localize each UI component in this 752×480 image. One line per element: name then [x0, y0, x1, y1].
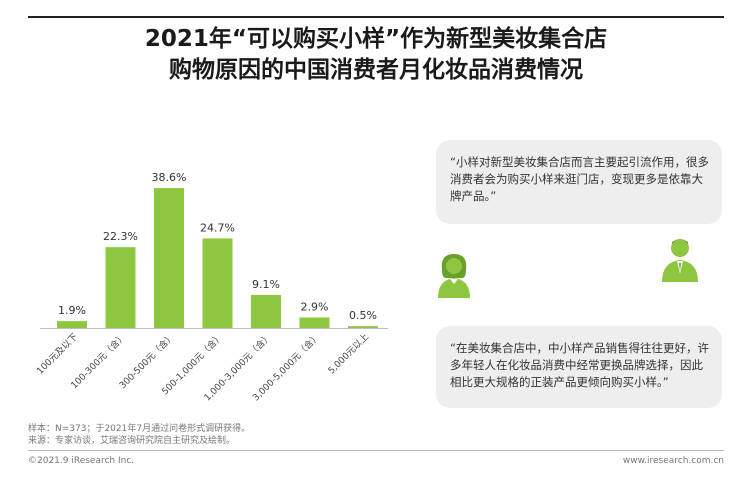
bar-4 [251, 295, 281, 328]
value-label-3: 24.7% [200, 221, 235, 234]
female-person-icon [438, 254, 470, 298]
value-label-4: 9.1% [252, 278, 280, 291]
sample-note: 样本：N=373；于2021年7月通过问卷形式调研获得。 [28, 424, 251, 434]
quote-text-bottom: “在美妆集合店中，中小样产品销售得往往更好，许多年轻人在化妆品消费中经常更换品牌… [450, 341, 709, 389]
bar-5 [299, 317, 330, 328]
value-label-1: 22.3% [103, 230, 138, 243]
bottom-rule [28, 450, 724, 451]
bar-1 [105, 247, 136, 328]
value-label-0: 1.9% [58, 304, 86, 317]
chart-title: 2021年“可以购买小样”作为新型美妆集合店 购物原因的中国消费者月化妆品消费情… [0, 24, 752, 86]
copyright: ©2021.9 iResearch Inc. [28, 456, 135, 466]
top-rule [28, 16, 724, 18]
category-label-0: 100元及以下 [35, 331, 80, 376]
bar-6 [348, 326, 378, 328]
title-line-1: 2021年“可以购买小样”作为新型美妆集合店 [144, 26, 608, 52]
quote-bubble-top: “小样对新型美妆集合店而言主要起引流作用，很多消费者会为购买小样来逛门店，变现更… [436, 140, 722, 224]
website-url: www.iresearch.com.cn [622, 456, 724, 466]
value-label-5: 2.9% [301, 300, 329, 313]
quote-bubble-bottom: “在美妆集合店中，中小样产品销售得往往更好，许多年轻人在化妆品消费中经常更换品牌… [436, 326, 722, 408]
male-person-icon [662, 239, 698, 282]
bar-3 [202, 238, 233, 328]
bar-2 [154, 188, 184, 328]
value-label-2: 38.6% [152, 171, 187, 184]
bar-0 [57, 321, 87, 328]
category-label-6: 5,000元以上 [326, 331, 371, 376]
title-line-2: 购物原因的中国消费者月化妆品消费情况 [169, 57, 583, 83]
value-label-6: 0.5% [349, 309, 377, 322]
quote-text-top: “小样对新型美妆集合店而言主要起引流作用，很多消费者会为购买小样来逛门店，变现更… [450, 155, 709, 203]
source-note: 来源：专家访谈，艾瑞咨询研究院自主研究及绘制。 [28, 436, 236, 446]
